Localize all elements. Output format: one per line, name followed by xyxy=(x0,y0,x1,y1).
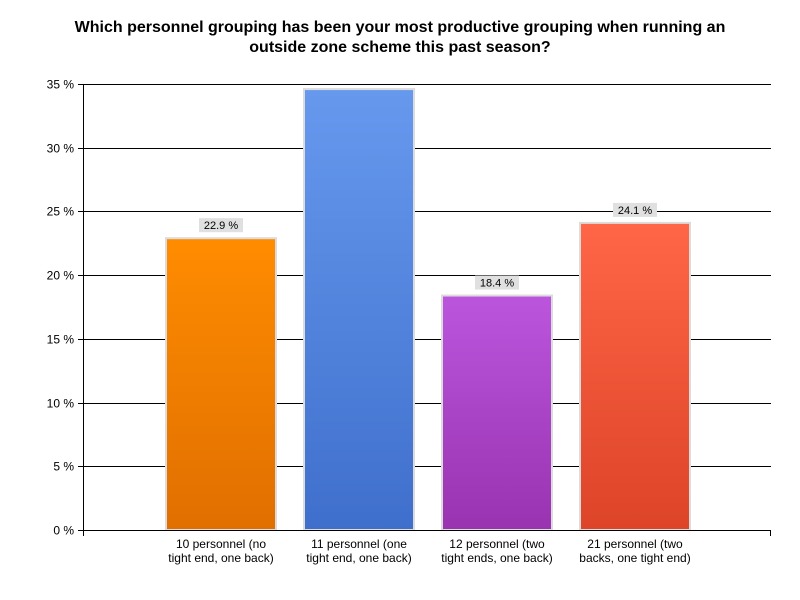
y-tick-label: 15 % xyxy=(47,333,75,347)
data-label-bg xyxy=(199,218,243,233)
category-label: 11 personnel (one tight end, one back) xyxy=(306,537,411,565)
chart-title: Which personnel grouping has been your m… xyxy=(74,19,726,56)
category-label: 21 personnel (two backs, one tight end) xyxy=(579,537,690,565)
bar xyxy=(165,237,277,531)
category-label: 12 personnel (two tight ends, one back) xyxy=(441,537,552,565)
y-tick-label: 35 % xyxy=(47,78,75,92)
data-label: 18.4 % xyxy=(480,278,514,290)
y-tick-label: 10 % xyxy=(47,397,75,411)
bar xyxy=(303,88,415,532)
data-label-bg xyxy=(475,275,519,290)
bar xyxy=(579,221,691,531)
y-tick-label: 30 % xyxy=(47,142,75,156)
data-label: 24.1 % xyxy=(618,205,652,217)
category-label: 10 personnel (no tight end, one back) xyxy=(168,537,273,565)
y-tick-label: 5 % xyxy=(53,460,74,474)
bars-layer xyxy=(165,88,691,532)
axis-layer: 0 % 5 % 10 % 15 % 20 % 25 % 30 % 35 % xyxy=(47,78,771,538)
y-tick-label: 20 % xyxy=(47,269,75,283)
y-tick-label: 25 % xyxy=(47,205,75,219)
bar xyxy=(441,294,553,531)
labels-layer: 22.9 % 10 personnel (no tight end, one bac… xyxy=(168,202,691,565)
data-label-bg xyxy=(613,202,657,217)
data-label: 22.9 % xyxy=(204,220,238,232)
y-tick-label: 0 % xyxy=(53,524,74,538)
